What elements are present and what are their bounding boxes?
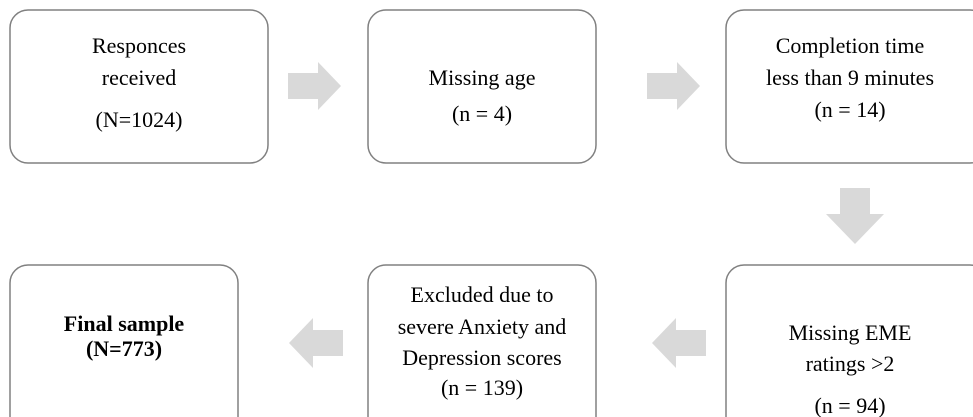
node-text: (n = 4) xyxy=(452,101,512,126)
arrow-right xyxy=(647,62,700,110)
arrow-right xyxy=(288,62,341,110)
node-text: received xyxy=(102,65,177,90)
arrow-left xyxy=(289,318,343,368)
node-text: Missing EME xyxy=(789,320,912,345)
node-box xyxy=(9,9,269,164)
node-text: (N=1024) xyxy=(96,107,183,132)
node-box xyxy=(725,9,973,164)
node-text: (n = 14) xyxy=(814,97,885,122)
node-text: Depression scores xyxy=(402,345,561,370)
node-text: (N=773) xyxy=(86,336,162,361)
node-text: (n = 94) xyxy=(814,393,885,417)
node-text: Completion time xyxy=(776,33,925,58)
node-text: ratings >2 xyxy=(806,351,895,376)
node-box xyxy=(367,264,597,417)
node-text: Responces xyxy=(92,33,186,58)
arrow-down xyxy=(826,188,884,244)
node-text: severe Anxiety and xyxy=(398,314,567,339)
node-box xyxy=(367,9,597,164)
node-text: Excluded due to xyxy=(411,282,554,307)
node-box xyxy=(9,264,239,417)
node-text: (n = 139) xyxy=(441,375,523,400)
node-text: less than 9 minutes xyxy=(766,65,934,90)
node-box xyxy=(725,264,973,417)
node-text: Final sample xyxy=(64,311,185,336)
node-text: Missing age xyxy=(429,65,536,90)
arrow-left xyxy=(652,318,706,368)
